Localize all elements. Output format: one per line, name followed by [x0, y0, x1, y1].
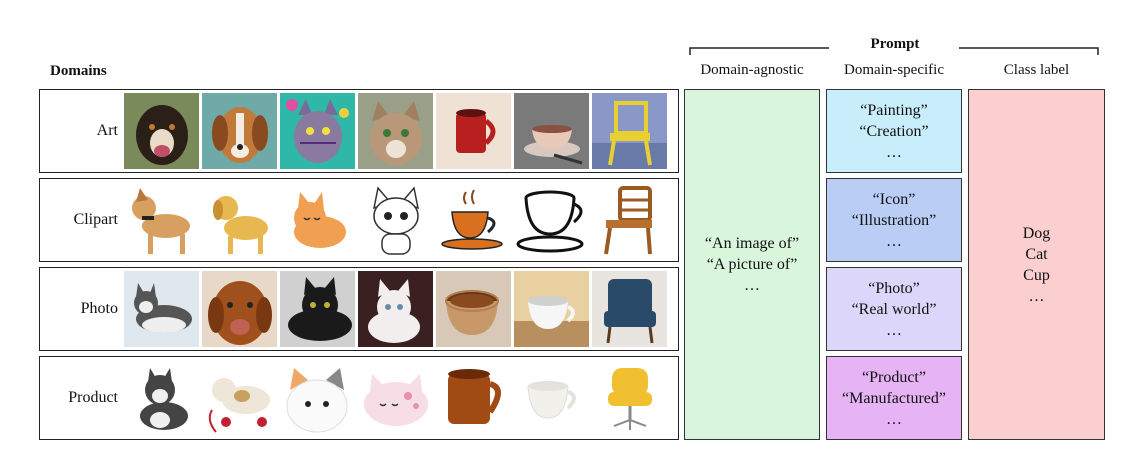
- class-label: Dog: [1022, 224, 1051, 242]
- clipart-cat-1: [280, 182, 355, 258]
- clipart-chair: [592, 182, 667, 258]
- domain-label-product: Product: [68, 389, 118, 406]
- product-cup-white: [514, 360, 589, 436]
- product-cat-pillow: [358, 360, 433, 436]
- domain-specific-box-photo: “Photo” “Real world” …: [826, 267, 962, 351]
- specific-prompt: “Painting”: [860, 101, 928, 119]
- photo-cat-white: [358, 271, 433, 347]
- clipart-cup-1: [436, 182, 511, 258]
- class-label: Cat: [1025, 245, 1048, 263]
- art-dog-painting-1: [124, 93, 199, 169]
- photo-cup-2: [514, 271, 589, 347]
- specific-prompt-ellipsis: …: [886, 232, 902, 250]
- art-chair-painting: [592, 93, 667, 169]
- domain-label-art: Art: [96, 122, 118, 139]
- clipart-dog-1: [124, 182, 199, 258]
- header-domain-agnostic: Domain-agnostic: [700, 62, 804, 78]
- domain-label-clipart: Clipart: [73, 211, 118, 228]
- specific-prompt-ellipsis: …: [886, 143, 902, 161]
- prompt-title: Prompt: [870, 36, 920, 52]
- specific-prompt-ellipsis: …: [886, 321, 902, 339]
- domain-specific-box-art: “Painting” “Creation” …: [826, 89, 962, 173]
- product-dog-plush: [124, 360, 199, 436]
- product-cup-mug: [436, 360, 511, 436]
- agnostic-prompt: “An image of”: [704, 235, 800, 252]
- art-cat-painting-1: [280, 93, 355, 169]
- photo-cat-black: [280, 271, 355, 347]
- domain-agnostic-box: “An image of” “A picture of” …: [684, 89, 820, 440]
- photo-chair: [592, 271, 667, 347]
- domain-row-photo: Photo: [39, 267, 679, 351]
- agnostic-prompt: “A picture of”: [706, 256, 798, 273]
- product-cat-plush: [280, 360, 355, 436]
- product-chair-office: [592, 360, 667, 436]
- domain-row-clipart: Clipart: [39, 178, 679, 262]
- prompt-bracket: [689, 47, 1099, 55]
- photo-cup-1: [436, 271, 511, 347]
- specific-prompt: “Icon”: [872, 190, 916, 208]
- header-class-label: Class label: [1003, 62, 1070, 78]
- photo-dog-retriever: [202, 271, 277, 347]
- class-label-ellipsis: …: [1028, 287, 1045, 305]
- domains-title: Domains: [50, 63, 107, 79]
- class-label: Cup: [1023, 266, 1050, 284]
- art-dog-painting-2: [202, 93, 277, 169]
- specific-prompt: “Product”: [862, 368, 926, 386]
- domain-label-photo: Photo: [80, 300, 118, 317]
- art-cup-painting-1: [436, 93, 511, 169]
- clipart-dog-2: [202, 182, 277, 258]
- domain-row-product: Product: [39, 356, 679, 440]
- domain-specific-box-clipart: “Icon” “Illustration” …: [826, 178, 962, 262]
- art-cup-painting-2: [514, 93, 589, 169]
- specific-prompt: “Creation”: [859, 122, 929, 140]
- photo-dog-husky: [124, 271, 199, 347]
- specific-prompt-ellipsis: …: [886, 410, 902, 428]
- clipart-cup-2: [514, 182, 589, 258]
- agnostic-prompt-ellipsis: …: [744, 277, 760, 294]
- clipart-cat-2: [358, 182, 433, 258]
- class-label-box: Dog Cat Cup …: [968, 89, 1105, 440]
- product-dog-toy: [202, 360, 277, 436]
- specific-prompt: “Illustration”: [851, 211, 937, 229]
- domain-row-art: Art: [39, 89, 679, 173]
- domain-specific-box-product: “Product” “Manufactured” …: [826, 356, 962, 440]
- art-cat-painting-2: [358, 93, 433, 169]
- specific-prompt: “Photo”: [868, 279, 920, 297]
- header-domain-specific: Domain-specific: [844, 62, 944, 78]
- specific-prompt: “Manufactured”: [842, 389, 946, 407]
- specific-prompt: “Real world”: [851, 300, 937, 318]
